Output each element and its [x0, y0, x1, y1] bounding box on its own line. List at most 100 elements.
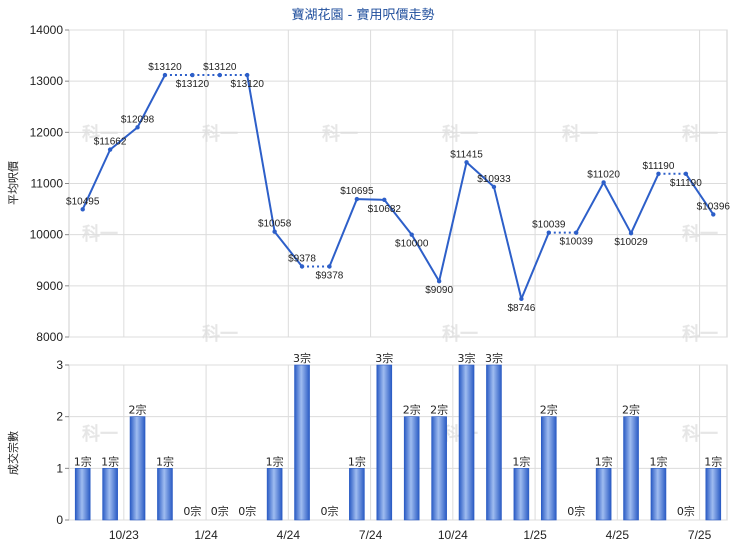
price-point	[574, 230, 579, 235]
price-point	[382, 197, 387, 202]
x-tick-label: 4/25	[606, 528, 630, 542]
price-line-segment	[438, 162, 468, 282]
price-line-segment	[410, 234, 440, 282]
count-bar-label: 2宗	[540, 403, 558, 417]
price-y-tick-label: 14000	[30, 23, 64, 37]
price-point	[464, 160, 469, 165]
price-point-label: $10039	[532, 220, 566, 231]
count-bar	[513, 468, 530, 521]
price-point	[491, 184, 497, 190]
price-point-label: $9378	[288, 253, 316, 264]
count-bar-label: 2宗	[430, 403, 448, 417]
x-tick-label: 1/24	[194, 528, 218, 542]
price-point-label: $13120	[148, 62, 182, 73]
chart-title: 寶湖花園 - 實用呎價走勢	[292, 7, 435, 23]
count-bar-label: 0宗	[183, 504, 201, 518]
price-point-label: $13120	[231, 79, 265, 90]
price-line-segment	[465, 161, 495, 188]
count-bar	[157, 468, 173, 521]
count-bar-label: 3宗	[485, 351, 503, 365]
count-bar-label: 0宗	[211, 504, 229, 518]
count-bar	[403, 416, 420, 521]
price-line-segment	[383, 199, 413, 236]
count-bar	[705, 468, 722, 521]
count-y-tick-label: 1	[56, 461, 63, 475]
watermark-text: 科一	[442, 323, 478, 345]
price-point-label: $9378	[316, 270, 344, 281]
count-bar	[129, 416, 146, 521]
price-point-label: $11415	[450, 149, 483, 160]
count-bar-label: 1宗	[512, 454, 530, 468]
count-bar	[376, 364, 393, 521]
count-bar	[486, 364, 502, 521]
count-bar	[266, 468, 283, 521]
count-bar-label: 0宗	[320, 504, 338, 518]
count-bar-label: 2宗	[622, 403, 640, 417]
count-bar-label: 2宗	[403, 403, 421, 417]
price-y-tick-label: 10000	[30, 228, 64, 242]
price-line-segment	[492, 186, 523, 300]
count-bar	[294, 364, 310, 521]
price-line-segment	[273, 231, 303, 268]
price-point	[601, 180, 606, 185]
count-bar-label: 0宗	[677, 504, 695, 518]
watermark-text: 科一	[442, 123, 478, 145]
price-point	[299, 264, 305, 269]
price-point-label: $10682	[368, 204, 402, 215]
count-bar	[623, 416, 639, 521]
count-bar-label: 1宗	[266, 454, 284, 468]
price-y-tick-label: 12000	[30, 125, 64, 139]
x-tick-label: 10/24	[438, 528, 468, 542]
price-point	[656, 171, 661, 176]
price-point	[245, 72, 250, 78]
price-point-label: $10039	[560, 237, 594, 248]
price-y-tick-label: 8000	[36, 330, 63, 344]
price-point	[546, 230, 551, 235]
price-point-label: $11190	[643, 161, 675, 172]
watermark-text: 科一	[82, 223, 118, 245]
price-line-segment	[246, 74, 276, 232]
price-point-label: $10000	[395, 239, 429, 250]
count-y-tick-label: 0	[56, 513, 63, 527]
price-y-tick-label: 11000	[31, 177, 64, 191]
price-point-label: $8746	[507, 303, 535, 314]
price-point	[436, 279, 442, 284]
price-line-segment	[109, 126, 139, 151]
price-point	[628, 230, 634, 236]
price-point	[217, 72, 222, 78]
count-bar	[540, 416, 557, 521]
count-bar	[650, 468, 667, 521]
price-point-label: $10396	[697, 201, 731, 212]
price-line-segment	[81, 149, 112, 210]
price-point	[272, 229, 277, 234]
price-point	[354, 196, 360, 202]
price-point	[190, 72, 195, 78]
price-point-label: $11020	[587, 169, 620, 180]
count-bar-label: 1宗	[74, 454, 92, 468]
count-bar	[74, 468, 91, 521]
count-bar	[102, 468, 118, 521]
count-y-tick-label: 2	[56, 410, 63, 424]
count-y-tick-label: 3	[56, 358, 63, 372]
price-point-label: $11190	[670, 178, 702, 189]
price-point-label: $10933	[477, 174, 511, 185]
price-point-label: $9090	[425, 285, 453, 296]
count-bar	[595, 468, 612, 521]
price-point	[107, 147, 113, 152]
count-bar-label: 1宗	[704, 454, 722, 468]
price-y-tick-label: 13000	[30, 74, 64, 88]
count-bar-label: 3宗	[293, 351, 311, 365]
count-bar-label: 1宗	[101, 454, 119, 468]
price-point-label: $10495	[66, 196, 100, 207]
count-bar-label: 1宗	[348, 454, 366, 468]
count-bar	[349, 468, 365, 521]
watermark-text: 科一	[82, 423, 118, 445]
price-point	[162, 72, 168, 78]
x-tick-label: 7/24	[359, 528, 383, 542]
count-bar-label: 1宗	[595, 454, 613, 468]
count-bar-label: 1宗	[649, 454, 667, 468]
price-point	[683, 171, 689, 176]
price-line-segment	[356, 198, 385, 201]
count-bar-label: 0宗	[567, 504, 585, 518]
